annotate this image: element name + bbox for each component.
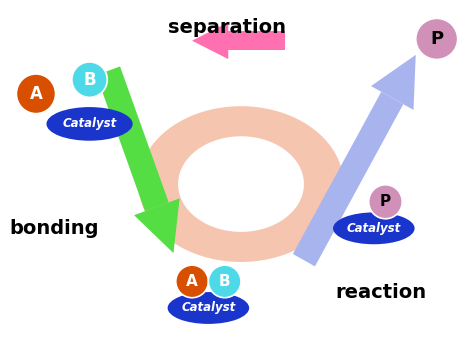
Text: A: A [186, 274, 198, 289]
Ellipse shape [333, 212, 415, 244]
Text: P: P [430, 30, 443, 48]
Ellipse shape [46, 107, 133, 141]
Text: Catalyst: Catalyst [63, 118, 117, 130]
Text: separation: separation [168, 18, 286, 37]
Ellipse shape [17, 74, 55, 114]
Text: Catalyst: Catalyst [346, 222, 401, 235]
Text: reaction: reaction [335, 282, 427, 302]
Ellipse shape [176, 265, 209, 298]
Polygon shape [134, 198, 180, 253]
Text: Catalyst: Catalyst [181, 302, 236, 314]
Text: B: B [83, 71, 96, 88]
Ellipse shape [416, 18, 458, 59]
Ellipse shape [209, 265, 241, 298]
Text: B: B [219, 274, 230, 289]
Polygon shape [293, 92, 403, 267]
Polygon shape [138, 106, 344, 262]
Polygon shape [192, 22, 228, 59]
Polygon shape [228, 31, 285, 50]
Text: A: A [29, 85, 42, 103]
Text: P: P [380, 194, 391, 209]
Polygon shape [96, 67, 169, 211]
Ellipse shape [72, 62, 107, 97]
Polygon shape [371, 55, 416, 110]
Ellipse shape [168, 292, 249, 324]
Ellipse shape [369, 185, 402, 219]
Text: bonding: bonding [10, 219, 100, 238]
